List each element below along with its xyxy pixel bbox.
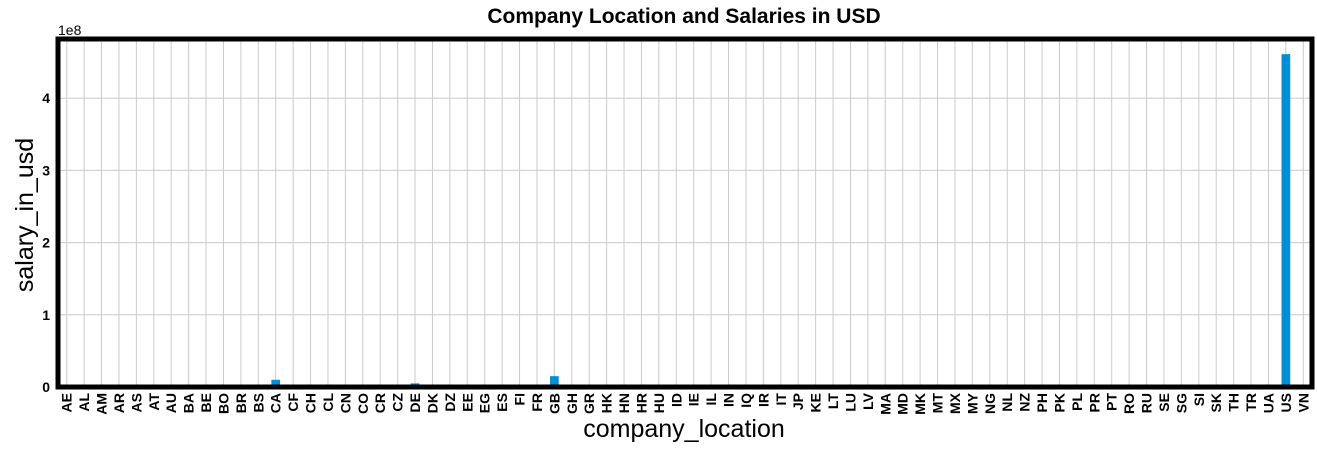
x-tick-label: MY (964, 392, 980, 414)
y-tick-label: 2 (42, 235, 50, 251)
x-tick-label: AU (163, 393, 179, 413)
x-tick-label: SG (1173, 393, 1189, 413)
x-tick-label: BR (233, 393, 249, 413)
x-tick-label: AR (111, 393, 127, 413)
x-tick-label: CA (268, 393, 284, 413)
x-tick-label: RU (1139, 393, 1155, 413)
y-tick-label: 3 (42, 162, 50, 178)
x-tick-label: HK (599, 393, 615, 413)
x-tick-label: LU (842, 393, 858, 412)
x-tick-label: TR (1243, 393, 1259, 412)
x-tick-label: PH (1034, 393, 1050, 412)
x-tick-label: TH (1226, 393, 1242, 412)
x-tick-label: AM (94, 393, 110, 415)
x-tick-label: PK (1051, 393, 1067, 412)
x-tick-label: CR (372, 393, 388, 413)
x-tick-label: AE (59, 393, 75, 412)
x-tick-label: GH (564, 393, 580, 414)
y-axis-label: salary_in_usd (11, 138, 39, 292)
x-tick-label: IL (703, 393, 719, 406)
x-tick-label: CO (355, 393, 371, 414)
x-tick-label: LV (860, 392, 876, 410)
chart-title: Company Location and Salaries in USD (487, 5, 880, 28)
x-tick-label: BO (215, 393, 231, 414)
x-tick-label: ID (668, 393, 684, 407)
x-tick-label: NZ (1017, 393, 1033, 412)
x-tick-label: HN (616, 393, 632, 413)
x-tick-label: SI (1191, 393, 1207, 406)
x-tick-label: FR (529, 393, 545, 412)
x-tick-label: FI (512, 393, 528, 405)
x-tick-label: GR (581, 393, 597, 414)
x-tick-label: MT (930, 393, 946, 414)
y-tick-label: 0 (42, 379, 50, 395)
y-offset-label: 1e8 (58, 22, 82, 38)
plot-frame (58, 39, 1312, 387)
x-tick-label: EG (477, 393, 493, 413)
x-tick-label: BS (250, 393, 266, 412)
x-tick-label: IN (721, 393, 737, 407)
x-tick-label: MK (912, 393, 928, 415)
x-tick-label: DE (407, 393, 423, 412)
x-tick-label: GB (546, 393, 562, 414)
x-tick-label: CH (303, 393, 319, 413)
x-tick-label: DK (424, 393, 440, 413)
x-tick-label: MA (877, 393, 893, 415)
x-tick-label: RO (1121, 393, 1137, 414)
x-tick-label: AS (128, 393, 144, 412)
x-tick-label: KE (808, 393, 824, 412)
x-tick-label: IE (686, 393, 702, 406)
grid-lines (58, 39, 1312, 387)
x-tick-label: NG (982, 393, 998, 414)
x-tick-label: PT (1104, 393, 1120, 411)
x-tick-label: DZ (442, 393, 458, 412)
y-tick-label: 4 (42, 90, 50, 106)
x-tick-label: IT (773, 393, 789, 406)
y-tick-labels: 0 1 2 3 4 (42, 90, 50, 395)
x-tick-label: BE (198, 393, 214, 412)
x-axis-label: company_location (583, 415, 785, 443)
x-tick-label: VN (1295, 393, 1311, 412)
x-tick-label: CZ (390, 393, 406, 412)
x-tick-label: AT (146, 393, 162, 411)
x-tick-label: NL (999, 393, 1015, 412)
x-tick-label: IR (755, 393, 771, 407)
y-tick-label: 1 (42, 307, 50, 323)
x-tick-label: MX (947, 392, 963, 414)
x-tick-label: CL (320, 393, 336, 412)
bars (62, 54, 1307, 387)
x-tick-label: PL (1069, 393, 1085, 411)
x-tick-label: HU (651, 393, 667, 413)
x-tick-label: AL (76, 393, 92, 412)
x-tick-label: MD (895, 393, 911, 415)
x-tick-label: PR (1086, 393, 1102, 412)
x-tick-label: JP (790, 393, 806, 410)
x-tick-label: SE (1156, 393, 1172, 412)
bar-us (1282, 54, 1291, 387)
x-tick-label: CN (337, 393, 353, 413)
x-tick-label: UA (1260, 393, 1276, 413)
x-tick-label: EE (459, 393, 475, 412)
x-tick-label: US (1278, 393, 1294, 412)
x-tick-label: HR (633, 393, 649, 413)
x-tick-label: CF (285, 393, 301, 412)
x-tick-label: LT (825, 393, 841, 410)
x-tick-label: IQ (738, 393, 754, 408)
x-tick-label: BA (181, 393, 197, 413)
x-tick-label: SK (1208, 393, 1224, 412)
x-tick-label: ES (494, 393, 510, 412)
